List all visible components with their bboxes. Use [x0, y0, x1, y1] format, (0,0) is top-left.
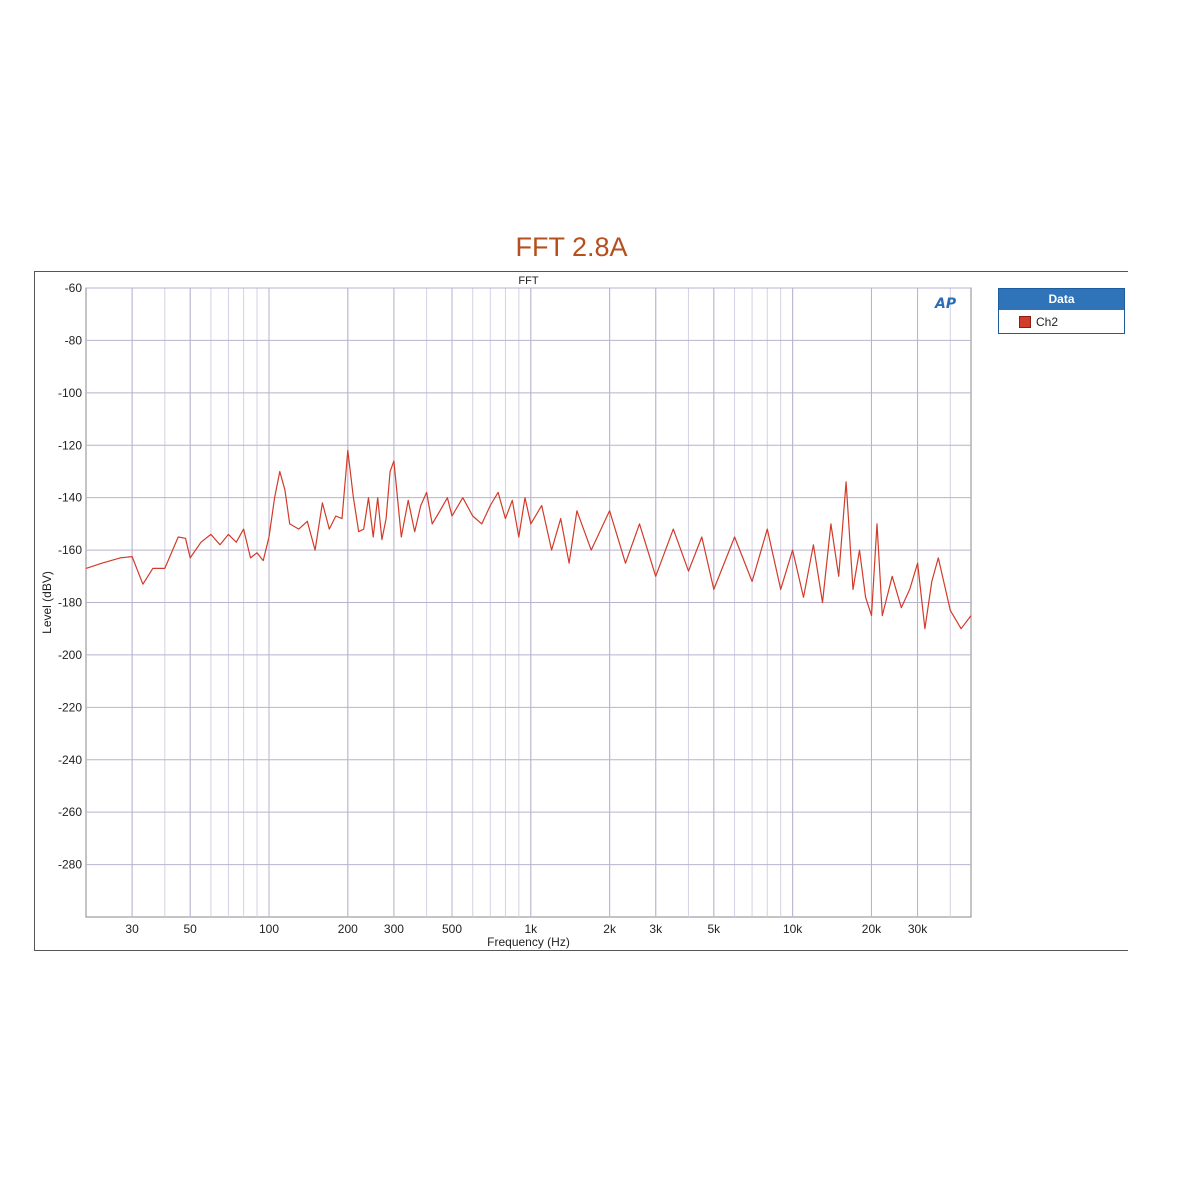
- legend-item-ch2[interactable]: Ch2: [999, 310, 1124, 333]
- y-tick-label: -80: [65, 333, 83, 347]
- x-tick-label: 300: [384, 922, 404, 936]
- legend: Data Ch2: [998, 288, 1125, 334]
- y-tick-label: -240: [58, 753, 82, 767]
- x-tick-label: 100: [259, 922, 279, 936]
- fft-chart: 30 50 100 200 300 500 1k 2k 3k 5k 10k 20k 30k -60 -80 -…: [40, 275, 972, 949]
- page-title: FFT 2.8A: [515, 232, 628, 262]
- chart-frame: 30 50 100 200 300 500 1k 2k 3k 5k 10k 20k 30k -60 -80 -…: [34, 271, 1128, 951]
- legend-item-label: Ch2: [1036, 314, 1059, 329]
- y-tick-label: -100: [58, 386, 82, 400]
- x-tick-label: 10k: [783, 922, 803, 936]
- x-tick-label: 2k: [603, 922, 617, 936]
- y-tick-label: -60: [65, 281, 83, 295]
- x-tick-label: 20k: [862, 922, 882, 936]
- y-tick-label: -260: [58, 805, 82, 819]
- y-tick-label: -180: [58, 596, 82, 610]
- series-line-ch2: [85, 449, 972, 630]
- x-tick-label: 5k: [707, 922, 721, 936]
- y-tick-label: -220: [58, 700, 82, 714]
- x-tick-label: 30k: [908, 922, 928, 936]
- y-tick-label: -280: [58, 858, 82, 872]
- x-tick-label: 30: [125, 922, 139, 936]
- x-tick-label: 50: [184, 922, 198, 936]
- y-tick-label: -140: [58, 491, 82, 505]
- ap-logo-icon: AP: [935, 296, 957, 312]
- x-tick-label: 500: [442, 922, 462, 936]
- x-tick-label: 200: [338, 922, 358, 936]
- y-axis-label: Level (dBV): [40, 571, 54, 634]
- y-tick-label: -200: [58, 648, 82, 662]
- x-tick-label: 3k: [649, 922, 663, 936]
- y-tick-label: -160: [58, 543, 82, 557]
- legend-header: Data: [999, 289, 1124, 310]
- legend-swatch: [1019, 315, 1031, 328]
- x-tick-label: 1k: [524, 922, 538, 936]
- x-axis-label: Frequency (Hz): [487, 935, 570, 949]
- y-tick-label: -120: [58, 438, 82, 452]
- chart-title: FFT: [518, 275, 538, 287]
